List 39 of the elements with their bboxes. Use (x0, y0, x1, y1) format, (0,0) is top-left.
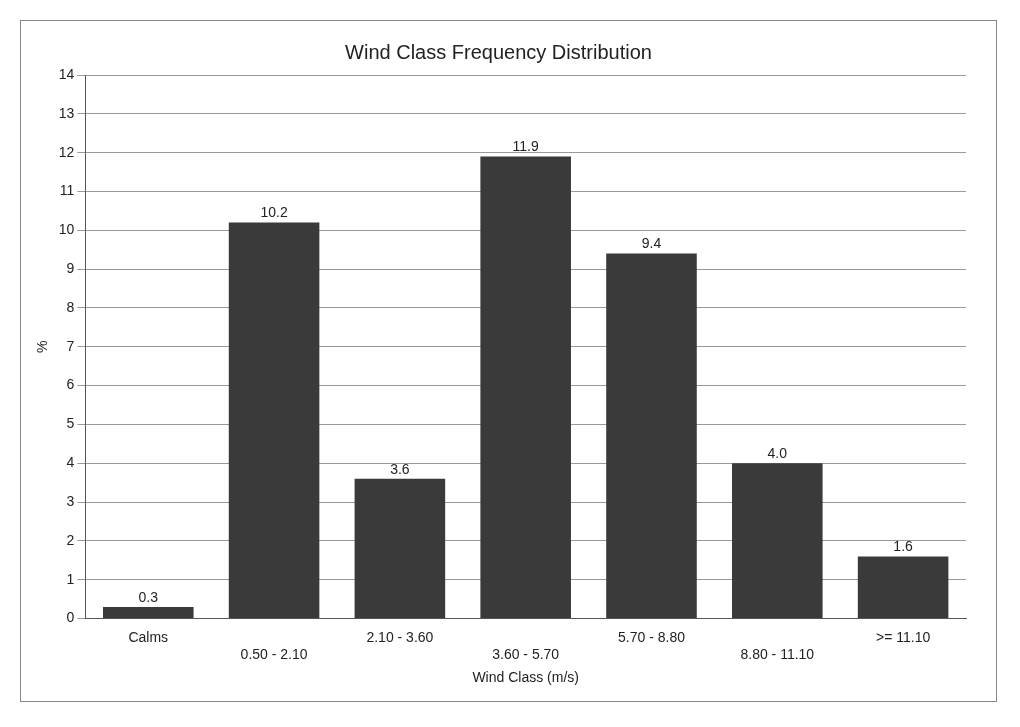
x-tick-label: 3.60 - 5.70 (492, 645, 560, 662)
y-tick-label: 10 (58, 221, 75, 238)
y-tick-label: 8 (66, 298, 75, 315)
y-tick-label: 5 (66, 415, 75, 432)
bar (354, 478, 446, 619)
chart-title: Wind Class Frequency Distribution (345, 40, 652, 63)
x-tick-label: 0.50 - 2.10 (240, 645, 308, 662)
y-tick-label: 1 (66, 570, 75, 587)
y-tick-label: 2 (66, 531, 75, 548)
bar (102, 606, 194, 619)
data-label: 9.4 (641, 235, 662, 252)
data-label: 0.3 (138, 588, 159, 605)
y-tick-label: 13 (58, 104, 75, 121)
x-axis-title: Wind Class (m/s) (472, 669, 579, 686)
x-tick-label: Calms (128, 628, 169, 645)
x-tick-label: 2.10 - 3.60 (366, 628, 434, 645)
data-label: 3.6 (390, 460, 410, 477)
bar (480, 156, 571, 619)
y-tick-label: 9 (66, 260, 75, 276)
y-tick-label: 0 (66, 609, 75, 626)
y-tick-label: 11 (59, 182, 75, 199)
y-axis-title: % (34, 340, 51, 354)
data-label: 11.9 (512, 138, 539, 155)
y-tick-label: 3 (66, 492, 75, 509)
x-tick-label: 8.80 - 11.10 (740, 645, 815, 662)
x-tick-label: 5.70 - 8.80 (618, 628, 686, 645)
y-tick-label: 4 (66, 454, 75, 471)
y-tick-label: 6 (66, 376, 75, 393)
bar (857, 556, 949, 619)
data-label: 10.2 (260, 204, 288, 221)
data-label: 4.0 (767, 445, 788, 462)
x-tick-label: >= 11.10 (875, 628, 931, 645)
bar (228, 222, 320, 619)
bar (606, 253, 697, 619)
y-tick-label: 14 (58, 65, 75, 82)
bar (732, 463, 823, 619)
y-tick-label: 7 (66, 337, 75, 354)
data-label: 1.6 (893, 538, 914, 555)
y-tick-label: 12 (58, 143, 75, 160)
